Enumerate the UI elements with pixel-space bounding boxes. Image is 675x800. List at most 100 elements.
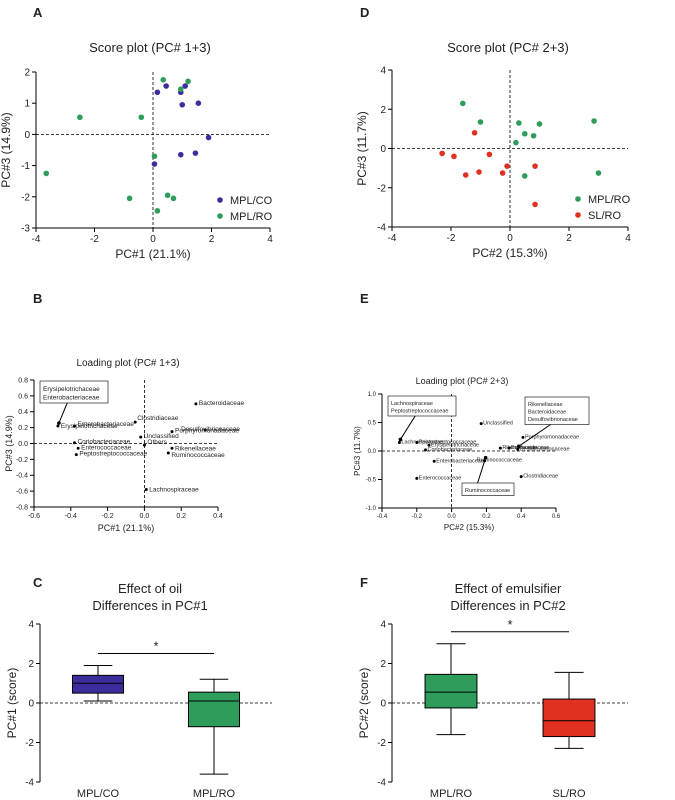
chart-c-marks: MPL/CO MPL/RO * <box>40 638 272 800</box>
loading-point <box>144 488 148 492</box>
x-tick-label: -0.2 <box>102 513 114 520</box>
point-mpl-ro <box>177 86 184 92</box>
loading-label: Peptostreptococcaceae <box>419 439 476 445</box>
loading-point <box>519 475 523 479</box>
loading-label: Coriobacteriaceae <box>428 447 473 453</box>
callout-arrow-head <box>483 455 488 460</box>
loading-label: Desulfovibrionaceae <box>520 446 570 452</box>
y-tick-label: -0.8 <box>16 504 28 511</box>
loading-point <box>166 451 170 455</box>
y-axis-label: PC#3 (14.9%) <box>0 112 13 187</box>
x-axis-label: PC#1 (21.1%) <box>98 523 155 533</box>
x-tick-label: 2 <box>209 234 215 245</box>
point-mpl-co <box>154 89 161 96</box>
legend-marker <box>575 196 581 202</box>
legend-label: MPL/RO <box>588 194 631 206</box>
loading-label: Rikenellaceae <box>175 445 216 452</box>
y-tick-label: 0 <box>380 699 386 710</box>
x-tick-label: -0.4 <box>65 513 77 520</box>
y-tick-label: 0.0 <box>18 441 28 448</box>
x-tick-label: 0.4 <box>517 514 526 520</box>
point-mpl-co <box>192 150 199 156</box>
loading-point <box>479 422 483 426</box>
y-tick-label: 2 <box>380 105 386 116</box>
x-axis-label: PC#2 (15.3%) <box>444 523 495 532</box>
callout-arrow-head <box>398 437 403 442</box>
loading-point <box>139 435 143 439</box>
x-tick-label: 0.6 <box>552 514 561 520</box>
point-sl-ro <box>499 170 506 176</box>
loading-label: Erysipelotrichaceae <box>61 423 118 430</box>
x-tick-label: 4 <box>625 233 631 244</box>
point-sl-ro <box>486 151 493 158</box>
y-tick-label: 0 <box>24 130 30 141</box>
loading-point <box>194 402 198 406</box>
callout-label: Peptostreptococcaceae <box>391 409 448 415</box>
x-axis-label: PC#1 (21.1%) <box>115 247 190 261</box>
point-sl-ro <box>471 130 478 136</box>
category-label-mpl-ro: MPL/RO <box>430 788 473 800</box>
x-tick-label: -0.6 <box>28 513 40 520</box>
point-mpl-co <box>151 161 158 167</box>
loading-label: Bacteroidaceae <box>511 445 549 451</box>
x-axis-label: PC#2 (15.3%) <box>472 246 547 260</box>
panel-d-title: Score plot (PC# 2+3) <box>447 40 569 55</box>
y-tick-label: -2 <box>25 738 34 749</box>
y-tick-label: -0.2 <box>16 457 28 464</box>
category-label-sl-ro: SL/RO <box>552 788 585 800</box>
y-tick-label: -4 <box>377 223 386 234</box>
loading-label: Erysipelotrichaceae <box>431 442 479 448</box>
chart-b-marks: ErysipelotrichaceaeEnterobacteriaceaeCor… <box>34 380 244 507</box>
panel-f-title-line1: Effect of emulsifier <box>455 581 562 596</box>
y-tick-label: -2 <box>377 183 386 194</box>
box-mpl-ro <box>187 691 241 728</box>
x-tick-label: -2 <box>90 234 99 245</box>
loading-label: Enterobacteriaceae <box>436 458 484 464</box>
loading-point <box>415 476 419 480</box>
point-mpl-co <box>195 100 202 106</box>
callout-label: Rikenellaceae <box>528 402 563 408</box>
y-tick-label: 1 <box>24 99 30 110</box>
loading-label: Porphyromonadaceae <box>175 428 239 435</box>
loading-point <box>72 441 76 445</box>
loading-point <box>516 447 520 451</box>
legend-marker <box>575 212 581 218</box>
loading-label: Coriobacteriaceae <box>77 439 130 446</box>
y-tick-label: -2 <box>21 192 30 203</box>
loading-label: Enterococcaceae <box>81 444 132 451</box>
y-tick-label: 2 <box>24 68 30 79</box>
callout-box <box>39 380 109 404</box>
category-label-mpl-ro: MPL/RO <box>193 788 236 800</box>
panel-b-title: Loading plot (PC# 1+3) <box>76 358 179 369</box>
callout-arrow-head <box>57 421 61 425</box>
point-mpl-ro <box>591 118 597 124</box>
callout-arrow <box>399 415 416 440</box>
chart-e-marks: LachnospiraceaePeptostreptococcaceaeErys… <box>382 394 590 508</box>
callout-label: Desulfovibrionaceae <box>528 417 578 423</box>
chart-d-axes: -4 -2 0 2 4 PC#3 (11.7%) -4 -2 0 2 4 PC#2 (15.3%) <box>355 66 631 261</box>
point-mpl-ro <box>154 208 161 214</box>
box-mpl-ro <box>424 673 478 709</box>
point-mpl-ro <box>521 130 528 137</box>
panel-letter-a: A <box>33 5 43 20</box>
chart-a-axes: -3 -2 -1 0 1 2 PC#3 (14.9%) -4 -2 0 2 4 PC#1 (21.1%) <box>0 68 273 262</box>
point-mpl-ro <box>460 100 466 107</box>
y-tick-label: -2 <box>377 738 386 749</box>
callout-arrow <box>58 402 68 424</box>
loading-point <box>170 430 174 434</box>
y-axis-label: PC#2 (score) <box>357 668 371 739</box>
y-tick-label: 0.6 <box>18 393 28 400</box>
y-tick-label: 4 <box>380 66 386 77</box>
loading-label: Ruminococcaceae <box>477 458 522 464</box>
y-tick-label: 2 <box>28 659 34 670</box>
loading-point <box>170 446 174 450</box>
panel-letter-f: F <box>360 575 368 590</box>
chart-d-marks: MPL/RO SL/RO <box>392 70 631 227</box>
y-tick-label: 0.4 <box>18 409 28 416</box>
x-tick-label: 0.0 <box>447 514 456 520</box>
chart-c-axes: -4 -2 0 2 4 PC#1 (score) <box>5 620 41 789</box>
chart-f-axes: -4 -2 0 2 4 PC#2 (score) <box>357 620 393 789</box>
loading-label: Porphyromonadaceae <box>525 434 579 440</box>
panel-letter-d: D <box>360 5 369 20</box>
loading-point <box>498 446 502 450</box>
